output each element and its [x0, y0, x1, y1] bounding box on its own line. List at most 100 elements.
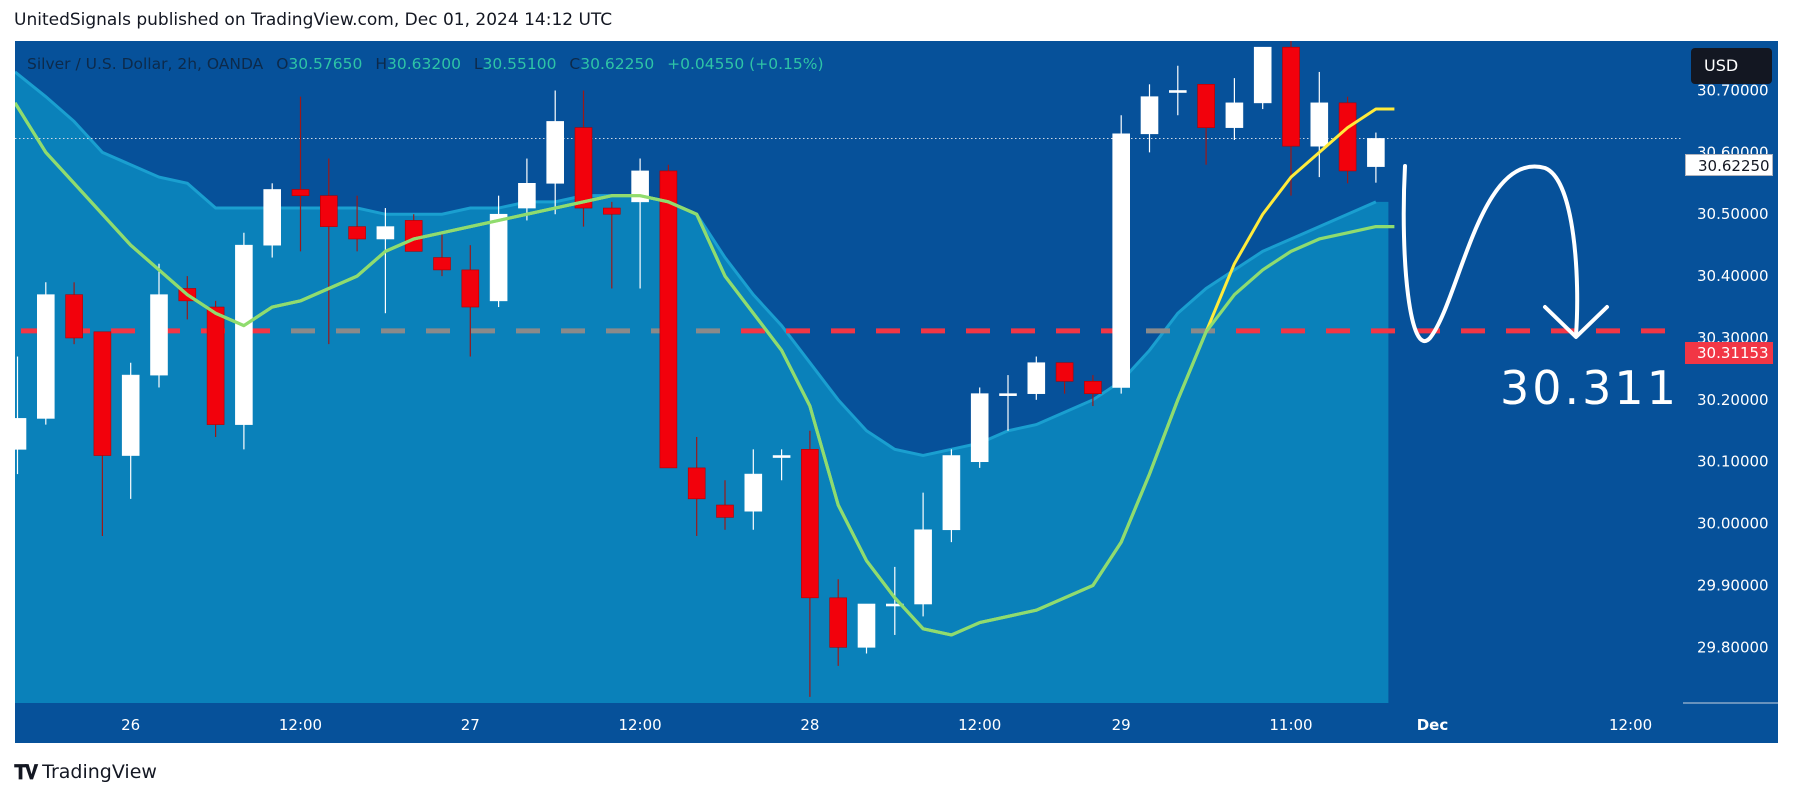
candle-body	[433, 257, 451, 271]
candle-body	[914, 529, 932, 605]
candle-body	[574, 127, 593, 209]
x-tick-label: 28	[800, 716, 819, 734]
candle-body	[1140, 96, 1159, 135]
candle-body	[518, 182, 536, 209]
candle	[518, 158, 536, 221]
candle	[319, 158, 338, 345]
tradingview-logo[interactable]: 𝐓𝐕 TradingView	[14, 760, 157, 784]
x-tick-label: 12:00	[958, 716, 1001, 734]
x-tick-label: 11:00	[1269, 716, 1312, 734]
candle	[15, 356, 27, 475]
candle-body	[659, 170, 678, 469]
candle	[1169, 65, 1187, 116]
candle	[546, 90, 565, 215]
legend-change: +0.04550 (+0.15%)	[667, 55, 824, 73]
x-tick-label: 29	[1112, 716, 1131, 734]
candle	[235, 232, 253, 450]
last-price-label: 30.62250	[1685, 154, 1773, 176]
candle	[461, 245, 480, 357]
x-tick-label: Dec	[1417, 716, 1449, 734]
candle-body	[744, 473, 763, 512]
legend-close-label: C	[569, 55, 581, 73]
candle	[93, 331, 112, 536]
tradingview-brand: TradingView	[42, 761, 157, 783]
candle	[999, 375, 1017, 431]
currency-button[interactable]: USD	[1691, 48, 1772, 84]
candle-body	[1169, 90, 1187, 93]
candle	[744, 449, 763, 530]
candle-body	[829, 597, 848, 648]
candle-body	[150, 294, 168, 376]
candle	[914, 492, 932, 617]
candle	[291, 96, 310, 252]
candle	[716, 480, 734, 530]
legend-high-label: H	[375, 55, 387, 73]
y-tick-label: 30.40000	[1697, 267, 1769, 285]
candle-body	[772, 455, 791, 458]
candle	[1253, 46, 1272, 110]
candle-body	[1282, 46, 1300, 147]
candle	[1282, 41, 1300, 196]
ma-slow-line	[15, 102, 1395, 637]
projection-arrowhead	[1543, 305, 1609, 339]
candle-body	[1253, 46, 1272, 104]
candle	[376, 208, 395, 314]
candle	[1197, 84, 1215, 165]
legend-symbol: Silver / U.S. Dollar, 2h, OANDA	[27, 55, 264, 73]
candle-body	[1225, 102, 1244, 128]
candle	[1112, 115, 1130, 394]
candle-body	[1055, 362, 1074, 382]
candle-body	[93, 331, 112, 456]
candle	[659, 164, 678, 469]
legend-open-value: 30.57650	[288, 55, 363, 73]
x-tick-label: 12:00	[618, 716, 661, 734]
candle	[65, 282, 83, 345]
candle-body	[65, 294, 83, 339]
legend-low-label: L	[473, 55, 483, 73]
candle-body	[461, 269, 480, 308]
candle	[1055, 362, 1074, 394]
x-tick-label: 12:00	[279, 716, 322, 734]
candle	[970, 387, 989, 468]
candle	[1140, 84, 1159, 153]
x-tick-label: 12:00	[1609, 716, 1652, 734]
candle-body	[15, 418, 27, 450]
candle-body	[857, 603, 876, 648]
candle-body	[376, 226, 395, 240]
candle	[574, 90, 593, 227]
y-tick-label: 30.00000	[1697, 515, 1769, 533]
candle	[829, 579, 848, 666]
candle-body	[348, 226, 366, 240]
y-tick-label: 30.70000	[1697, 81, 1769, 99]
candle	[263, 183, 282, 258]
candle-body	[999, 393, 1017, 396]
candle	[489, 195, 508, 308]
candle-body	[546, 121, 565, 184]
legend-low-value: 30.55100	[482, 55, 557, 73]
candle-body	[1197, 84, 1215, 128]
candle	[857, 603, 876, 654]
legend-open-label: O	[276, 55, 289, 73]
candle	[1027, 356, 1046, 400]
candle	[1367, 132, 1385, 183]
legend-high-value: 30.63200	[386, 55, 461, 73]
candle	[150, 263, 168, 388]
y-tick-label: 29.80000	[1697, 638, 1769, 656]
candle	[942, 449, 961, 543]
candle-body	[1084, 380, 1102, 394]
candle	[433, 232, 451, 277]
candle	[348, 195, 366, 252]
candle	[602, 201, 621, 289]
candle-body	[716, 504, 734, 518]
candle-body	[801, 449, 819, 599]
candle	[801, 430, 819, 697]
candle-body	[970, 393, 989, 463]
target-price-text: 30.311	[1500, 361, 1679, 415]
candle-body	[942, 455, 961, 531]
legend-close-value: 30.62250	[580, 55, 655, 73]
candle-body	[36, 294, 55, 419]
candle-body	[319, 195, 338, 227]
x-tick-label: 26	[121, 716, 140, 734]
candle	[1338, 96, 1357, 184]
